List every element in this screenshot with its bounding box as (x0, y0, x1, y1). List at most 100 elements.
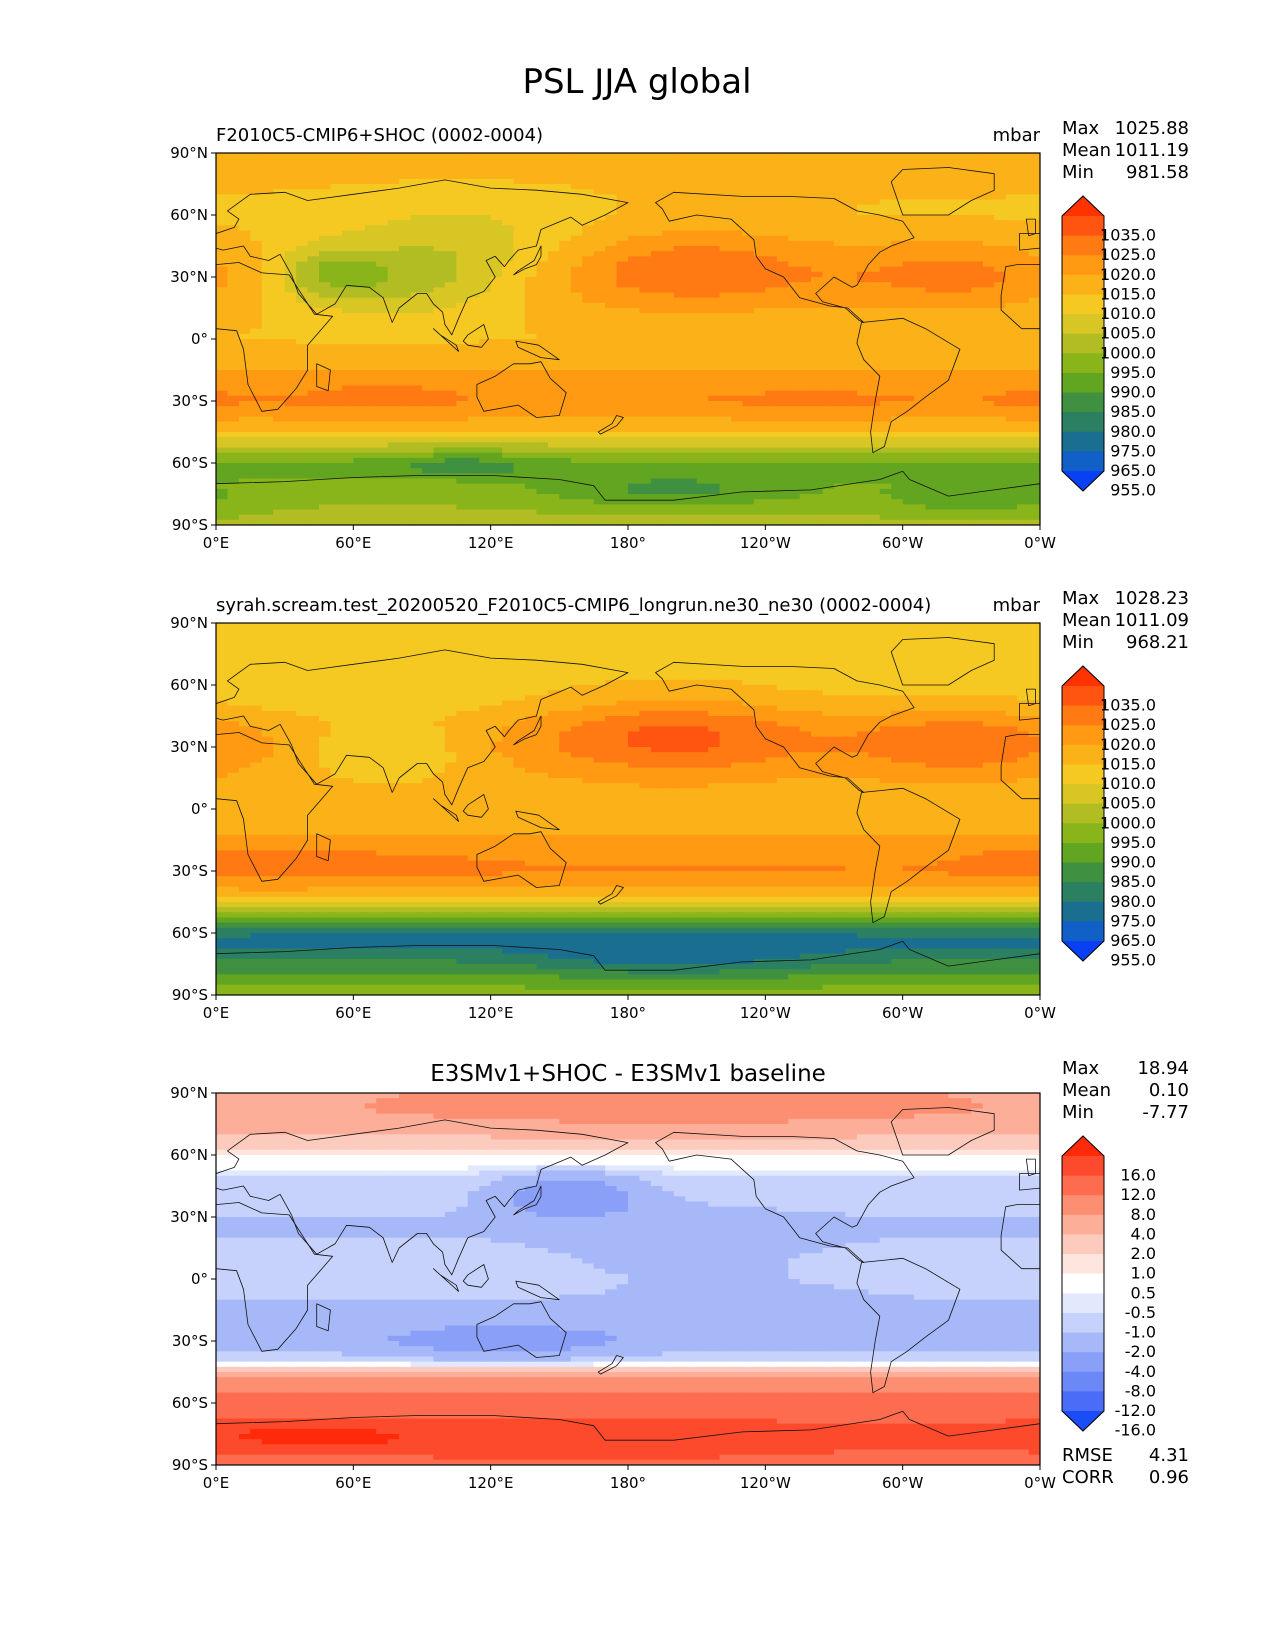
coastline-15 (216, 1410, 1040, 1465)
colorbar-segment (1062, 1156, 1104, 1177)
stat-min-value: 981.58 (1126, 162, 1189, 183)
lat-tick-label: 90°S (172, 1456, 208, 1474)
stat-mean-label: Mean (1062, 610, 1111, 631)
colorbar-segment (1062, 764, 1104, 785)
stat-min-value: 968.21 (1126, 632, 1189, 653)
colorbar-tick-label: 990.0 (1110, 853, 1156, 872)
contour-field (216, 1093, 1040, 1465)
colorbar-segment (1062, 686, 1104, 707)
map-panel-1: 90°N 60°N 30°N 0° 30°S 60°S 90°S0°E 60°E 120°E 18… (170, 118, 1189, 552)
lat-tick-label: 60°N (170, 676, 208, 694)
colorbar-segment (1062, 353, 1104, 374)
contour-field (216, 153, 1040, 525)
colorbar-tick-label: 1025.0 (1100, 245, 1156, 264)
coastline-2 (216, 732, 334, 882)
coastline-3 (1000, 734, 1040, 800)
lat-tick-label: 60°S (172, 1394, 208, 1412)
colorbar-tick-label: 1035.0 (1100, 696, 1156, 715)
colorbar-tick-label: -1.0 (1125, 1323, 1156, 1342)
coastline-12 (515, 340, 560, 361)
stat-mean-value: 1011.09 (1115, 610, 1189, 631)
colorbar-tick-label: -2.0 (1125, 1342, 1156, 1361)
coastline-5 (476, 361, 567, 418)
stat-rmse-value: 4.31 (1149, 1445, 1189, 1466)
coastline-6 (655, 661, 915, 793)
lon-tick-label: 120°W (740, 1004, 791, 1022)
colorbar-tick-label: -16.0 (1115, 1421, 1156, 1440)
colorbar-tick-label: 1010.0 (1100, 304, 1156, 323)
coastline-15 (216, 940, 1040, 995)
colorbar: 16.012.08.04.02.01.00.5-0.5-1.0-2.0-4.0-… (1061, 1135, 1156, 1440)
colorbar-tick-label: 985.0 (1110, 872, 1156, 891)
colorbar-segment (1062, 1391, 1104, 1412)
colorbar-tick-label: 16.0 (1120, 1166, 1156, 1185)
colorbar-tick-label: 1015.0 (1100, 754, 1156, 773)
colorbar-segment (1062, 372, 1104, 394)
coastline-11 (462, 1264, 489, 1288)
stat-max-label: Max (1062, 1058, 1100, 1079)
colorbar-tick-label: 1020.0 (1100, 265, 1156, 284)
colorbar-tick-label: 1005.0 (1100, 324, 1156, 343)
stat-mean-label: Mean (1062, 140, 1111, 161)
colorbar-tick-label: 975.0 (1110, 911, 1156, 930)
coastline-3 (1000, 1204, 1040, 1270)
map-panel-3: 90°N 60°N 30°N 0° 30°S 60°S 90°S0°E 60°E 120°E 18… (170, 1058, 1189, 1492)
coastlines (216, 167, 1040, 525)
stat-rmse-label: RMSE (1062, 1445, 1113, 1466)
coastline-9 (316, 833, 331, 862)
lon-tick-label: 120°E (468, 1474, 514, 1492)
lon-tick-label: 60°W (882, 534, 924, 552)
colorbar-segment (1062, 1273, 1104, 1294)
colorbar-segment (1062, 1293, 1104, 1314)
stat-max-value: 1028.23 (1115, 588, 1189, 609)
colorbar-tick-label: 965.0 (1110, 931, 1156, 950)
colorbar-extend-top (1062, 196, 1104, 216)
colorbar-tick-label: 955.0 (1110, 481, 1156, 500)
colorbar-tick-label: 1.0 (1131, 1264, 1156, 1283)
figure-title: PSL JJA global (522, 62, 751, 102)
stat-min-label: Min (1062, 632, 1094, 653)
colorbar-segment (1062, 744, 1104, 765)
coastline-6 (655, 191, 915, 323)
stat-min-label: Min (1062, 162, 1094, 183)
lat-tick-label: 90°N (170, 1084, 208, 1102)
colorbar-tick-label: 980.0 (1110, 892, 1156, 911)
coastline-13 (513, 1185, 542, 1216)
lon-tick-label: 60°W (882, 1474, 924, 1492)
colorbar-segment (1062, 1254, 1104, 1275)
coastline-2 (216, 262, 334, 412)
coastline-8 (890, 167, 995, 216)
colorbar-extend-top (1062, 1136, 1104, 1156)
coastline-7 (856, 1257, 961, 1394)
colorbar-outline (1061, 665, 1105, 962)
colorbar-tick-label: 8.0 (1131, 1205, 1156, 1224)
colorbar-segment (1062, 314, 1104, 335)
colorbar-segment (1062, 392, 1104, 413)
colorbar-segment (1062, 274, 1104, 295)
colorbar-segment (1062, 1175, 1104, 1196)
lon-tick-label: 180° (610, 534, 646, 552)
colorbar-tick-label: 995.0 (1110, 833, 1156, 852)
coastlines (216, 637, 1040, 995)
lat-tick-label: 90°S (172, 516, 208, 534)
colorbar-tick-label: 980.0 (1110, 422, 1156, 441)
stat-corr-value: 0.96 (1149, 1467, 1189, 1488)
panel-units: mbar (993, 125, 1041, 146)
stat-max-value: 18.94 (1137, 1058, 1189, 1079)
colorbar-tick-label: 4.0 (1131, 1224, 1156, 1243)
colorbar-tick-label: 1025.0 (1100, 715, 1156, 734)
lat-tick-label: 90°N (170, 144, 208, 162)
coastline-2 (216, 1202, 334, 1352)
colorbar-segment (1062, 431, 1104, 452)
lon-tick-label: 0°W (1024, 1474, 1056, 1492)
colorbar: 1035.01025.01020.01015.01010.01005.01000… (1061, 665, 1156, 970)
lat-tick-label: 30°N (170, 738, 208, 756)
coastline-14 (597, 415, 624, 435)
map-panel-2: 90°N 60°N 30°N 0° 30°S 60°S 90°S0°E 60°E 120°E 18… (170, 588, 1189, 1022)
lon-tick-label: 120°W (740, 534, 791, 552)
colorbar-tick-label: 0.5 (1131, 1283, 1156, 1302)
stat-max-value: 1025.88 (1115, 118, 1189, 139)
colorbar-segment (1062, 1312, 1104, 1334)
stat-min-value: -7.77 (1142, 1102, 1189, 1123)
lon-tick-label: 180° (610, 1004, 646, 1022)
